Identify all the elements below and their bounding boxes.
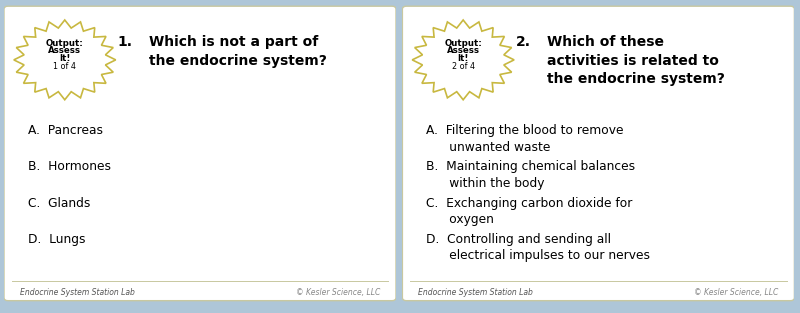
Text: Endocrine System Station Lab: Endocrine System Station Lab	[20, 289, 134, 297]
Text: Which of these
activities is related to
the endocrine system?: Which of these activities is related to …	[547, 35, 726, 86]
Text: 1.: 1.	[118, 35, 133, 49]
FancyBboxPatch shape	[402, 6, 794, 301]
Text: D.  Controlling and sending all
      electrical impulses to our nerves: D. Controlling and sending all electrica…	[426, 233, 650, 262]
Text: © Kesler Science, LLC: © Kesler Science, LLC	[694, 289, 778, 297]
Text: It!: It!	[59, 54, 70, 63]
Polygon shape	[318, 3, 396, 64]
Text: Endocrine System Station Lab: Endocrine System Station Lab	[418, 289, 533, 297]
Polygon shape	[402, 249, 481, 310]
Text: Output:: Output:	[46, 38, 84, 48]
Text: 2.: 2.	[516, 35, 531, 49]
Text: A.  Pancreas: A. Pancreas	[27, 124, 102, 137]
Text: Which is not a part of
the endocrine system?: Which is not a part of the endocrine sys…	[149, 35, 327, 68]
Text: 1 of 4: 1 of 4	[54, 62, 76, 71]
Text: Assess: Assess	[48, 46, 82, 55]
Text: It!: It!	[458, 54, 469, 63]
Text: C.  Exchanging carbon dioxide for
      oxygen: C. Exchanging carbon dioxide for oxygen	[426, 197, 632, 226]
Text: 2 of 4: 2 of 4	[452, 62, 474, 71]
FancyBboxPatch shape	[4, 6, 396, 301]
Text: A.  Filtering the blood to remove
      unwanted waste: A. Filtering the blood to remove unwante…	[426, 124, 623, 154]
Text: D.  Lungs: D. Lungs	[27, 233, 85, 246]
Polygon shape	[716, 3, 794, 64]
Text: B.  Maintaining chemical balances
      within the body: B. Maintaining chemical balances within …	[426, 161, 635, 190]
Text: Assess: Assess	[446, 46, 480, 55]
Text: Output:: Output:	[444, 38, 482, 48]
Polygon shape	[14, 20, 116, 100]
Polygon shape	[412, 20, 514, 100]
Text: C.  Glands: C. Glands	[27, 197, 90, 210]
Polygon shape	[4, 249, 82, 310]
Text: © Kesler Science, LLC: © Kesler Science, LLC	[296, 289, 380, 297]
Text: B.  Hormones: B. Hormones	[27, 161, 110, 173]
